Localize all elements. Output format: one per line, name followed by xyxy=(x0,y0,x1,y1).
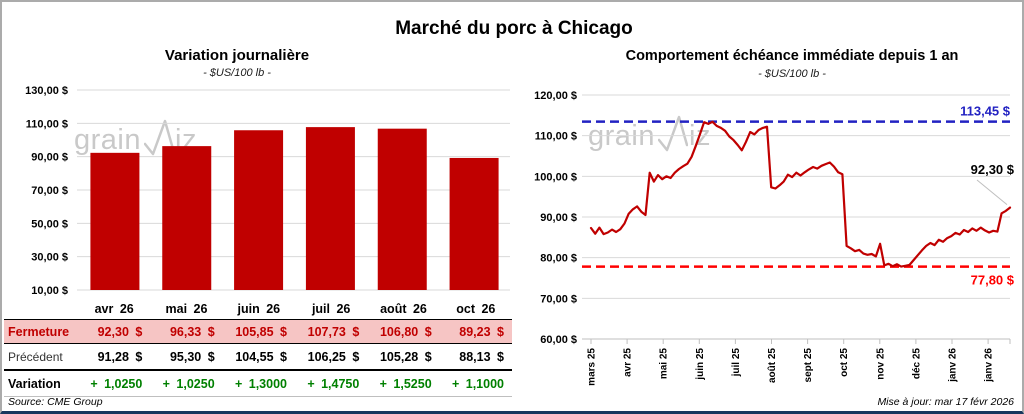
table-value-variation: + 1,3000 xyxy=(234,376,287,391)
table-header-spacer xyxy=(4,298,78,319)
table-value-previous: 105,28 $ xyxy=(367,344,440,371)
x-axis-tick-label: sept 25 xyxy=(803,348,814,383)
source-note: Source: CME Group xyxy=(8,396,103,408)
y-axis-tick-label: 60,00 $ xyxy=(540,334,577,346)
bar-chart: 130,00 $ 110,00 $ 90,00 $ 70,00 $ 50,00 $ 30,… xyxy=(25,85,510,297)
watermark-text-pre: grain xyxy=(74,123,141,156)
x-axis-tick-label: juil 25 xyxy=(731,348,742,378)
y-axis-tick-label: 90,00 $ xyxy=(540,212,577,224)
x-axis-tick-label: avr 25 xyxy=(623,348,634,377)
x-axis-tick-label: janv 26 xyxy=(948,348,959,383)
y-axis-tick-label: 30,00 $ xyxy=(31,252,68,264)
x-axis-tick-label: nov 25 xyxy=(875,348,886,380)
y-axis-tick-label: 70,00 $ xyxy=(31,185,68,197)
x-axis-tick-label: mai 25 xyxy=(659,348,670,380)
quotes-table: avr 26 mai 26 juin 26 juil 26 août 26 oct 26 F… xyxy=(4,298,512,397)
table-value-previous: 88,13 $ xyxy=(439,344,512,371)
page-title: Marché du porc à Chicago xyxy=(395,18,633,39)
table-value-previous: 91,28 $ xyxy=(78,344,151,371)
table-value-close: 89,23 $ xyxy=(439,319,512,344)
table-value-previous: 104,55 $ xyxy=(222,344,295,371)
x-axis-tick-label: mars 25 xyxy=(587,348,598,386)
high-value-label: 113,45 $ xyxy=(960,104,1011,119)
table-value-variation: + 1,0250 xyxy=(162,376,215,391)
y-axis-tick-label: 50,00 $ xyxy=(31,218,68,230)
bar-chart-subtitle: - $US/100 lb - xyxy=(203,67,271,79)
y-axis-tick-label: 110,00 $ xyxy=(26,118,68,130)
row-label-variation: Variation xyxy=(8,376,61,391)
y-axis-tick-label: 70,00 $ xyxy=(540,293,577,305)
x-axis-tick-label: oct 25 xyxy=(839,348,850,377)
line-chart-subtitle: - $US/100 lb - xyxy=(758,68,826,80)
x-axis-tick-label: juin 25 xyxy=(695,348,706,381)
annotation-leader-line xyxy=(976,179,1008,206)
bar xyxy=(449,157,499,290)
y-axis-tick-label: 100,00 $ xyxy=(534,171,577,183)
y-axis-tick-label: 120,00 $ xyxy=(534,90,577,102)
y-axis-tick-label: 130,00 $ xyxy=(25,85,68,97)
x-axis-tick-label: janv 26 xyxy=(984,348,995,383)
low-value-label: 77,80 $ xyxy=(971,273,1015,288)
table-value-previous: 95,30 $ xyxy=(150,344,223,371)
y-axis-tick-label: 110,00 $ xyxy=(535,131,577,143)
table-column-header: mai 26 xyxy=(165,301,208,316)
table-value-close: 106,80 $ xyxy=(367,319,440,344)
row-label-previous: Précédent xyxy=(4,344,78,371)
table-value-close: 105,85 $ xyxy=(222,319,295,344)
x-axis-tick-label: déc 25 xyxy=(911,348,922,380)
bar xyxy=(377,128,427,290)
updated-note: Mise à jour: mar 17 févr 2026 xyxy=(877,396,1014,408)
table-column-header: août 26 xyxy=(380,301,427,316)
table-value-variation: + 1,1000 xyxy=(451,376,504,391)
x-axis-tick-label: août 25 xyxy=(767,348,778,383)
table-value-variation: + 1,0250 xyxy=(90,376,143,391)
table-value-variation: + 1,4750 xyxy=(307,376,360,391)
zigzag-logo-icon xyxy=(144,119,174,156)
bar xyxy=(162,146,212,290)
table-value-close: 107,73 $ xyxy=(295,319,368,344)
table-column-header: juil 26 xyxy=(311,301,351,316)
y-axis-tick-label: 80,00 $ xyxy=(540,253,577,265)
table-column-header: juin 26 xyxy=(237,301,281,316)
table-value-close: 92,30 $ xyxy=(78,319,151,344)
zigzag-logo-icon xyxy=(658,115,688,152)
bar xyxy=(234,130,284,290)
table-column-header: oct 26 xyxy=(456,301,496,316)
y-axis-tick-label: 10,00 $ xyxy=(31,285,68,297)
last-price-label: 92,30 $ xyxy=(971,162,1015,177)
bar-chart-title: Variation journalière xyxy=(164,47,310,64)
row-label-close: Fermeture xyxy=(4,319,78,344)
price-series-line xyxy=(589,120,1012,268)
bar xyxy=(90,152,140,290)
table-column-header: avr 26 xyxy=(94,301,134,316)
y-axis-tick-label: 90,00 $ xyxy=(31,152,68,164)
line-chart-title: Comportement échéance immédiate depuis 1… xyxy=(625,48,959,64)
line-chart: 120,00 $ 110,00 $ 100,00 $ 90,00 $ 80,00 $ 70… xyxy=(534,90,1015,386)
table-value-previous: 106,25 $ xyxy=(295,344,368,371)
bar xyxy=(305,127,355,290)
table-value-variation: + 1,5250 xyxy=(379,376,432,391)
table-value-close: 96,33 $ xyxy=(150,319,223,344)
